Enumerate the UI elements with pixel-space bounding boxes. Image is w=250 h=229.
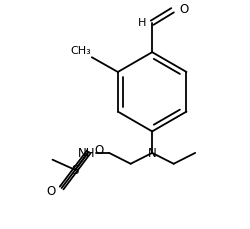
Text: NH: NH <box>78 147 96 160</box>
Text: H: H <box>138 18 146 27</box>
Text: O: O <box>47 184 56 197</box>
Text: S: S <box>72 164 79 177</box>
Text: N: N <box>148 147 156 160</box>
Text: O: O <box>179 3 188 16</box>
Text: CH₃: CH₃ <box>70 46 91 56</box>
Text: O: O <box>94 143 104 156</box>
